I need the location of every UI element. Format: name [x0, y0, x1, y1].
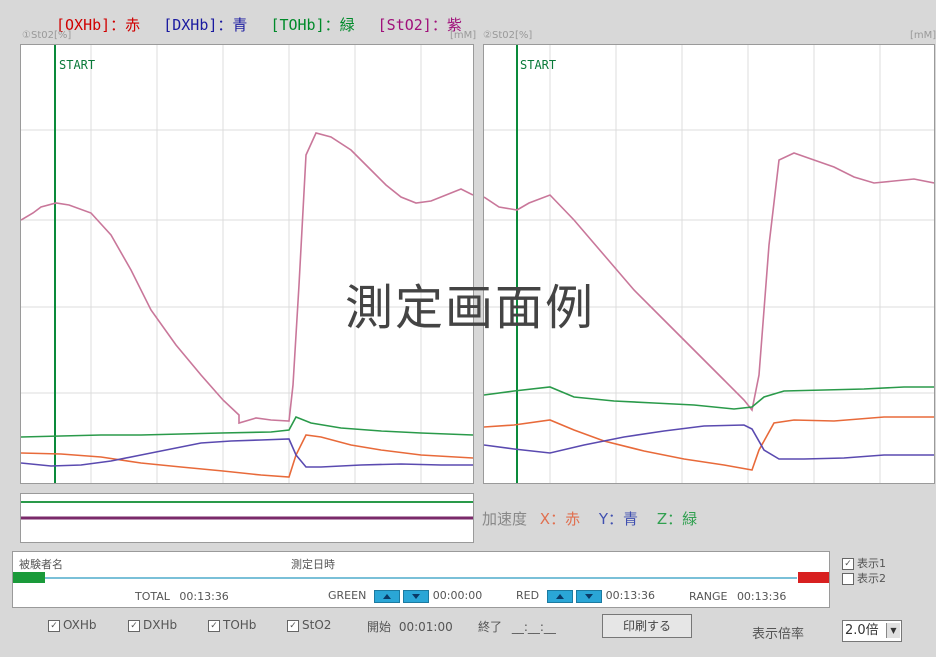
- chart-right-label: ②St02[%]: [483, 30, 533, 41]
- range-label: RANGE: [689, 590, 728, 603]
- datetime-label: 測定日時: [291, 558, 335, 571]
- display1-option[interactable]: ✓ 表示1: [842, 555, 886, 571]
- cb-sto2[interactable]: ✓ StO2: [287, 618, 331, 632]
- oxhb-line: [20, 434, 474, 478]
- display2-option[interactable]: 表示2: [842, 570, 886, 586]
- end-value: __:__:__: [511, 620, 556, 634]
- green-value: 00:00:00: [432, 589, 483, 602]
- legend-dxhb: [DXHb]：青: [163, 16, 248, 34]
- red-label: RED: [516, 589, 540, 602]
- accel-chart: [20, 493, 474, 543]
- red-down-button[interactable]: [576, 589, 603, 603]
- range-slider[interactable]: [13, 572, 829, 583]
- green-down-button[interactable]: [403, 589, 430, 603]
- start-value: 00:01:00: [398, 620, 453, 634]
- zoom-label: 表示倍率: [752, 627, 805, 642]
- chart-left-plot: START: [20, 45, 474, 483]
- accel-legend: 加速度 X：赤 Y：青 Z：緑: [482, 508, 697, 529]
- legend-tohb: [TOHb]：緑: [270, 16, 355, 34]
- info-panel: 被験者名 測定日時 TOTAL 00:13:36 GREEN 00:00:00 …: [12, 551, 830, 608]
- red-up-button[interactable]: [546, 589, 573, 603]
- chart-left-label: ①St02[%]: [22, 30, 72, 41]
- accel-x: X：赤: [539, 510, 581, 528]
- green-label: GREEN: [328, 589, 367, 602]
- red-time: RED 00:13:36: [516, 589, 655, 603]
- tohb-line: [483, 386, 934, 410]
- total-label: TOTAL: [135, 590, 170, 603]
- zoom-select[interactable]: 2.0倍 ▼: [842, 620, 902, 642]
- range-value: 00:13:36: [736, 590, 787, 603]
- green-time: GREEN 00:00:00: [328, 589, 482, 603]
- start-marker: START: [520, 58, 556, 72]
- accel-plot: [21, 501, 473, 520]
- dxhb-line: [483, 424, 934, 460]
- chart-left-unit: [mM]: [450, 30, 477, 41]
- overlay-caption: 測定画面例: [345, 280, 596, 336]
- start-time: 開始 00:01:00: [367, 618, 453, 635]
- sto2-line: [20, 132, 474, 425]
- subject-label: 被験者名: [19, 558, 63, 571]
- sto2-line: [483, 152, 935, 412]
- total-value: 00:13:36: [179, 590, 229, 603]
- cb-dxhb[interactable]: ✓ DXHb: [128, 618, 177, 632]
- accel-label: 加速度: [482, 510, 528, 528]
- range-track: [45, 577, 797, 579]
- accel-y: Y：青: [598, 510, 639, 528]
- legend-oxhb: [OXHb]：赤: [56, 16, 141, 34]
- zoom-value: 2.0倍: [845, 623, 879, 638]
- start-marker: START: [59, 58, 95, 72]
- legend-sto2: [StO2]：紫: [377, 16, 462, 34]
- dxhb-line: [20, 438, 473, 468]
- start-label: 開始: [367, 620, 392, 634]
- tohb-line: [20, 415, 474, 438]
- chart-right: START: [483, 44, 935, 484]
- cb-oxhb[interactable]: ✓ OXHb: [48, 618, 97, 632]
- range-start-handle[interactable]: [13, 572, 45, 583]
- green-up-button[interactable]: [373, 589, 400, 603]
- accel-z: Z：緑: [656, 510, 698, 528]
- chart-left: START: [20, 44, 474, 484]
- display2-checkbox[interactable]: [842, 573, 854, 585]
- red-value: 00:13:36: [605, 589, 655, 602]
- oxhb-line: [483, 416, 934, 471]
- range-end-handle[interactable]: [798, 572, 829, 583]
- print-button[interactable]: 印刷する: [602, 614, 692, 638]
- chevron-down-icon[interactable]: ▼: [886, 623, 900, 638]
- total-time: TOTAL 00:13:36: [135, 590, 229, 603]
- end-time: 終了 __:__:__: [478, 618, 556, 635]
- cb-tohb[interactable]: ✓ TOHb: [208, 618, 256, 632]
- end-label: 終了: [478, 620, 503, 634]
- chart-right-unit: [mM]: [910, 30, 936, 41]
- range-time: RANGE 00:13:36: [689, 590, 786, 603]
- series-legend: [OXHb]：赤 [DXHb]：青 [TOHb]：緑 [StO2]：紫: [56, 14, 476, 35]
- display1-checkbox[interactable]: ✓: [842, 558, 854, 570]
- chart-right-plot: START: [483, 45, 935, 483]
